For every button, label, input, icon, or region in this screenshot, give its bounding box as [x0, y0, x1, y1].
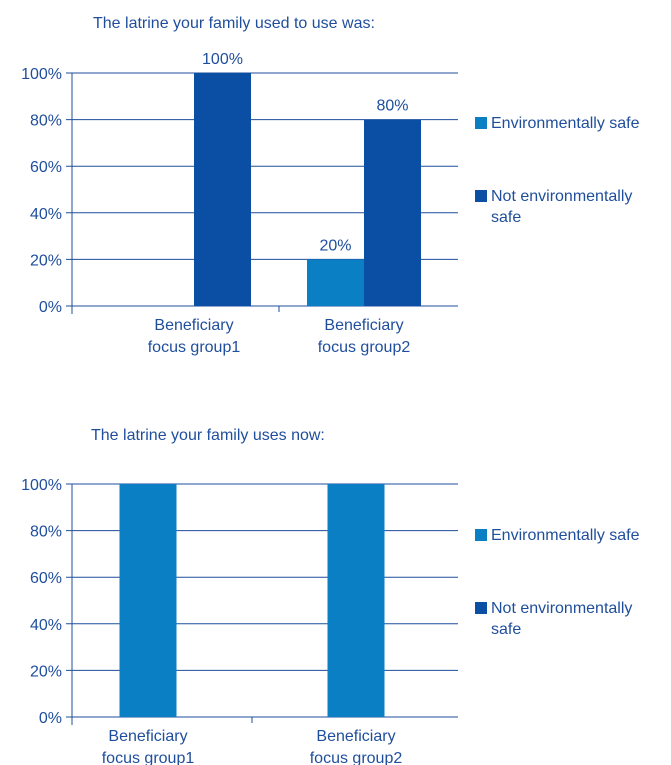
data-label: 20% — [319, 237, 351, 254]
y-tick-label: 20% — [30, 663, 62, 680]
chart-1-title: The latrine your family used to use was: — [93, 15, 375, 32]
chart-2-title: The latrine your family uses now: — [91, 427, 325, 444]
x-category-label: Beneficiary — [324, 317, 403, 334]
data-label: 80% — [376, 98, 408, 115]
bar-not-environmentally-safe — [194, 73, 251, 306]
y-tick-label: 100% — [21, 477, 62, 494]
legend-label: safe — [491, 209, 521, 226]
y-tick-label: 0% — [39, 299, 62, 316]
y-tick-label: 60% — [30, 159, 62, 176]
bar-environmentally-safe — [307, 259, 364, 306]
x-category-label: Beneficiary — [316, 728, 395, 745]
y-tick-label: 20% — [30, 252, 62, 269]
x-category-label: focus group1 — [148, 339, 241, 356]
y-tick-label: 80% — [30, 524, 62, 541]
legend-label: Environmentally safe — [491, 115, 640, 132]
y-tick-label: 100% — [21, 66, 62, 83]
legend-swatch — [475, 602, 487, 614]
y-tick-label: 60% — [30, 570, 62, 587]
chart-2: The latrine your family uses now: 0% 20% 4… — [21, 427, 640, 765]
x-category-label: Beneficiary — [108, 728, 187, 745]
legend-swatch — [475, 529, 487, 541]
bar-environmentally-safe — [327, 484, 385, 717]
legend-label: Not environmentally — [491, 600, 632, 617]
x-category-label: Beneficiary — [154, 317, 233, 334]
data-label: 100% — [202, 51, 243, 68]
bar-not-environmentally-safe — [364, 119, 421, 306]
chart-1: The latrine your family used to use was:… — [21, 15, 640, 356]
y-tick-label: 40% — [30, 206, 62, 223]
x-category-label: focus group2 — [310, 750, 403, 765]
x-category-label: focus group1 — [102, 750, 195, 765]
legend-label: Environmentally safe — [491, 527, 640, 544]
y-tick-label: 40% — [30, 617, 62, 634]
legend-label: safe — [491, 621, 521, 638]
y-tick-label: 80% — [30, 113, 62, 130]
y-tick-label: 0% — [39, 710, 62, 727]
x-category-label: focus group2 — [318, 339, 411, 356]
legend-swatch — [475, 117, 487, 129]
bar-environmentally-safe — [119, 484, 177, 717]
legend-label: Not environmentally — [491, 188, 632, 205]
legend-swatch — [475, 190, 487, 202]
